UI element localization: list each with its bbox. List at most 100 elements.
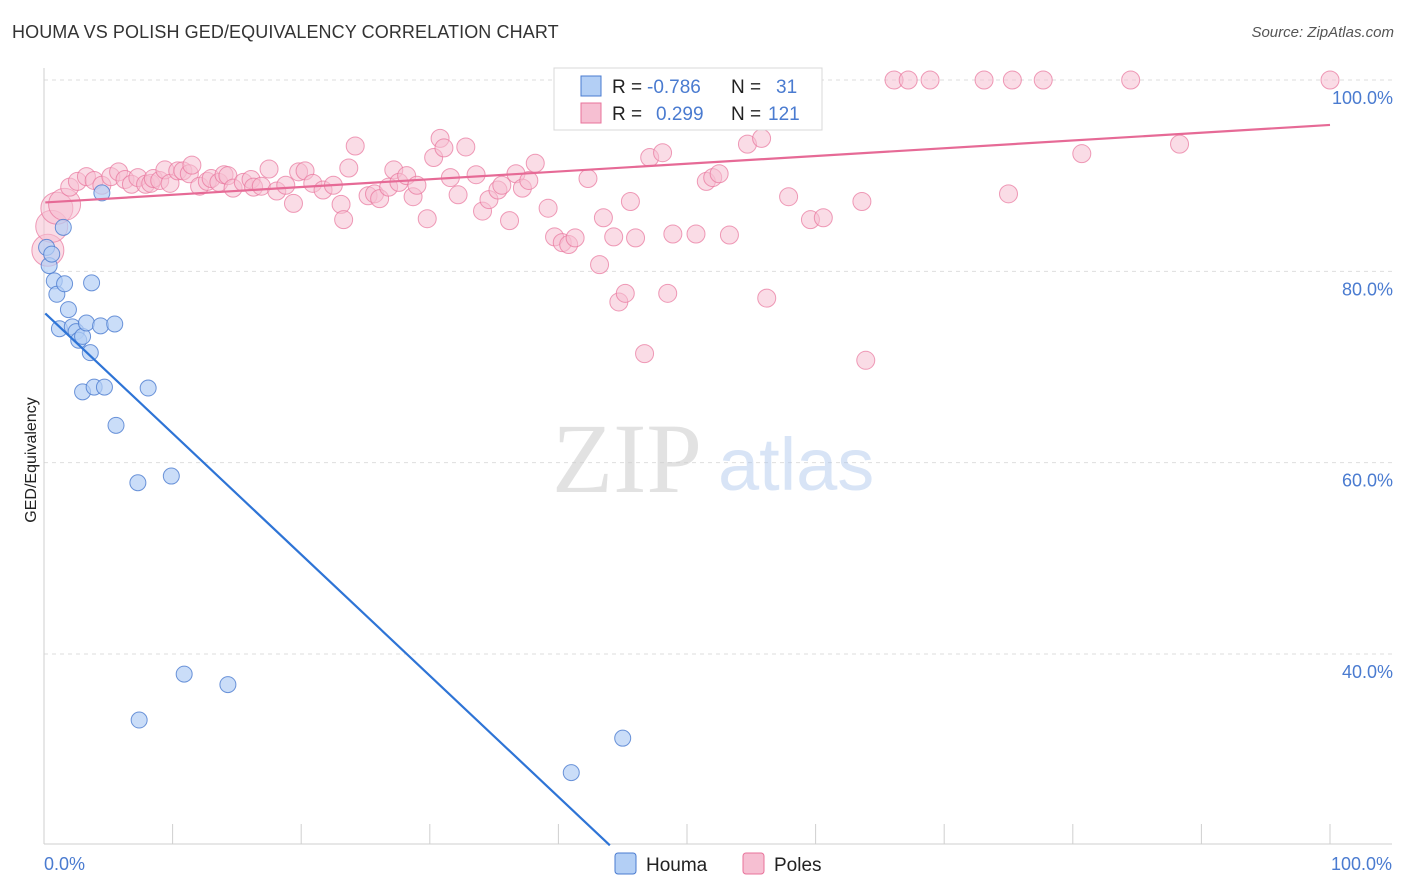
legend-r-value-houma: -0.786 xyxy=(647,77,701,98)
watermark-zip: ZIP xyxy=(552,403,702,514)
series-houma xyxy=(38,184,632,782)
y-tick-label: 100.0% xyxy=(1332,88,1393,108)
data-point-houma xyxy=(56,275,74,293)
legend-n-value-poles: 121 xyxy=(768,104,800,125)
data-point-poles xyxy=(417,209,437,229)
data-point-houma xyxy=(77,314,95,332)
data-point-poles xyxy=(974,70,994,90)
legend-swatch-houma xyxy=(580,75,602,97)
data-point-poles xyxy=(920,70,940,90)
data-point-poles xyxy=(752,128,772,148)
data-point-houma xyxy=(54,218,72,236)
data-point-houma xyxy=(162,467,180,485)
data-point-houma xyxy=(106,315,124,333)
data-point-poles xyxy=(334,210,354,230)
data-point-poles xyxy=(1170,134,1190,154)
data-point-poles xyxy=(852,191,872,211)
y-tick-label: 40.0% xyxy=(1342,662,1393,682)
data-point-poles xyxy=(538,198,558,218)
data-point-houma xyxy=(81,344,99,362)
data-point-houma xyxy=(614,729,632,747)
bottom-legend-label-houma: Houma xyxy=(646,855,708,876)
data-point-poles xyxy=(466,165,486,185)
x-axis-ticks xyxy=(43,824,1331,844)
x-tick-label-max: 100.0% xyxy=(1331,854,1392,874)
data-point-poles xyxy=(856,350,876,370)
data-point-poles xyxy=(456,137,476,157)
data-point-poles xyxy=(259,159,279,179)
data-point-houma xyxy=(43,245,61,263)
bottom-legend-swatch-houma xyxy=(614,852,637,875)
data-point-houma xyxy=(59,301,77,319)
bottom-legend-label-poles: Poles xyxy=(774,855,822,876)
data-point-houma xyxy=(139,379,157,397)
data-point-poles xyxy=(615,283,635,303)
data-point-poles xyxy=(276,175,296,195)
data-point-poles xyxy=(182,155,202,175)
trend-line-poles xyxy=(45,123,1331,204)
y-tick-label: 80.0% xyxy=(1342,279,1393,299)
legend-n-value-houma: 31 xyxy=(776,77,797,98)
data-point-houma xyxy=(219,676,237,694)
data-point-poles xyxy=(590,255,610,275)
bottom-legend: Houma Poles xyxy=(614,852,822,876)
data-point-poles xyxy=(999,184,1018,204)
watermark-atlas: atlas xyxy=(718,423,874,506)
data-point-poles xyxy=(519,170,539,190)
data-point-poles xyxy=(653,143,673,163)
data-point-poles xyxy=(1033,70,1053,90)
data-point-poles xyxy=(492,175,512,195)
trend-line-houma xyxy=(44,312,611,847)
trend-lines xyxy=(44,123,1331,847)
legend-swatch-poles xyxy=(580,102,602,124)
data-point-poles xyxy=(434,138,454,158)
stats-legend: R = -0.786 N = 31 R = 0.299 N = 121 xyxy=(553,67,823,131)
data-point-houma xyxy=(562,764,580,782)
y-tick-labels: 100.0% 80.0% 60.0% 40.0% xyxy=(1332,88,1393,682)
legend-r-label-houma: R = xyxy=(612,77,642,98)
data-point-houma xyxy=(95,378,113,396)
data-point-poles xyxy=(525,153,545,173)
data-point-houma xyxy=(130,711,148,729)
data-point-poles xyxy=(813,208,833,228)
data-point-poles xyxy=(635,344,655,364)
data-point-poles xyxy=(663,224,683,244)
data-point-houma xyxy=(107,416,125,434)
data-point-poles xyxy=(626,228,646,248)
legend-n-label-houma: N = xyxy=(731,77,761,98)
data-point-poles xyxy=(345,136,365,156)
source-note: Source: ZipAtlas.com xyxy=(1251,24,1394,41)
legend-n-label-poles: N = xyxy=(731,104,761,125)
data-point-houma xyxy=(129,474,147,492)
legend-r-value-poles: 0.299 xyxy=(656,104,704,125)
data-point-poles xyxy=(898,70,918,90)
data-point-poles xyxy=(604,227,624,247)
data-point-poles xyxy=(620,191,640,211)
data-point-poles xyxy=(779,187,799,207)
data-point-poles xyxy=(448,185,468,205)
data-point-houma xyxy=(92,317,110,335)
series-poles xyxy=(31,70,1340,370)
data-point-poles xyxy=(1320,70,1340,90)
data-point-poles xyxy=(500,211,520,231)
data-point-poles xyxy=(578,169,598,189)
data-point-poles xyxy=(339,158,359,178)
data-point-houma xyxy=(93,184,111,202)
x-tick-label-min: 0.0% xyxy=(44,854,85,874)
data-point-poles xyxy=(709,164,729,184)
data-point-poles xyxy=(1072,144,1092,164)
bottom-legend-swatch-poles xyxy=(742,852,765,875)
data-point-poles xyxy=(719,225,739,245)
chart-title: HOUMA VS POLISH GED/EQUIVALENCY CORRELAT… xyxy=(12,22,559,42)
data-point-poles xyxy=(686,224,706,244)
data-point-houma xyxy=(83,274,101,292)
data-point-poles xyxy=(1121,70,1141,90)
data-point-poles xyxy=(1002,70,1022,90)
data-point-poles xyxy=(658,283,678,303)
legend-r-label-poles: R = xyxy=(612,104,642,125)
data-point-houma xyxy=(175,665,193,683)
data-point-poles xyxy=(757,288,777,308)
data-point-poles xyxy=(565,228,585,248)
data-point-poles xyxy=(283,193,303,213)
